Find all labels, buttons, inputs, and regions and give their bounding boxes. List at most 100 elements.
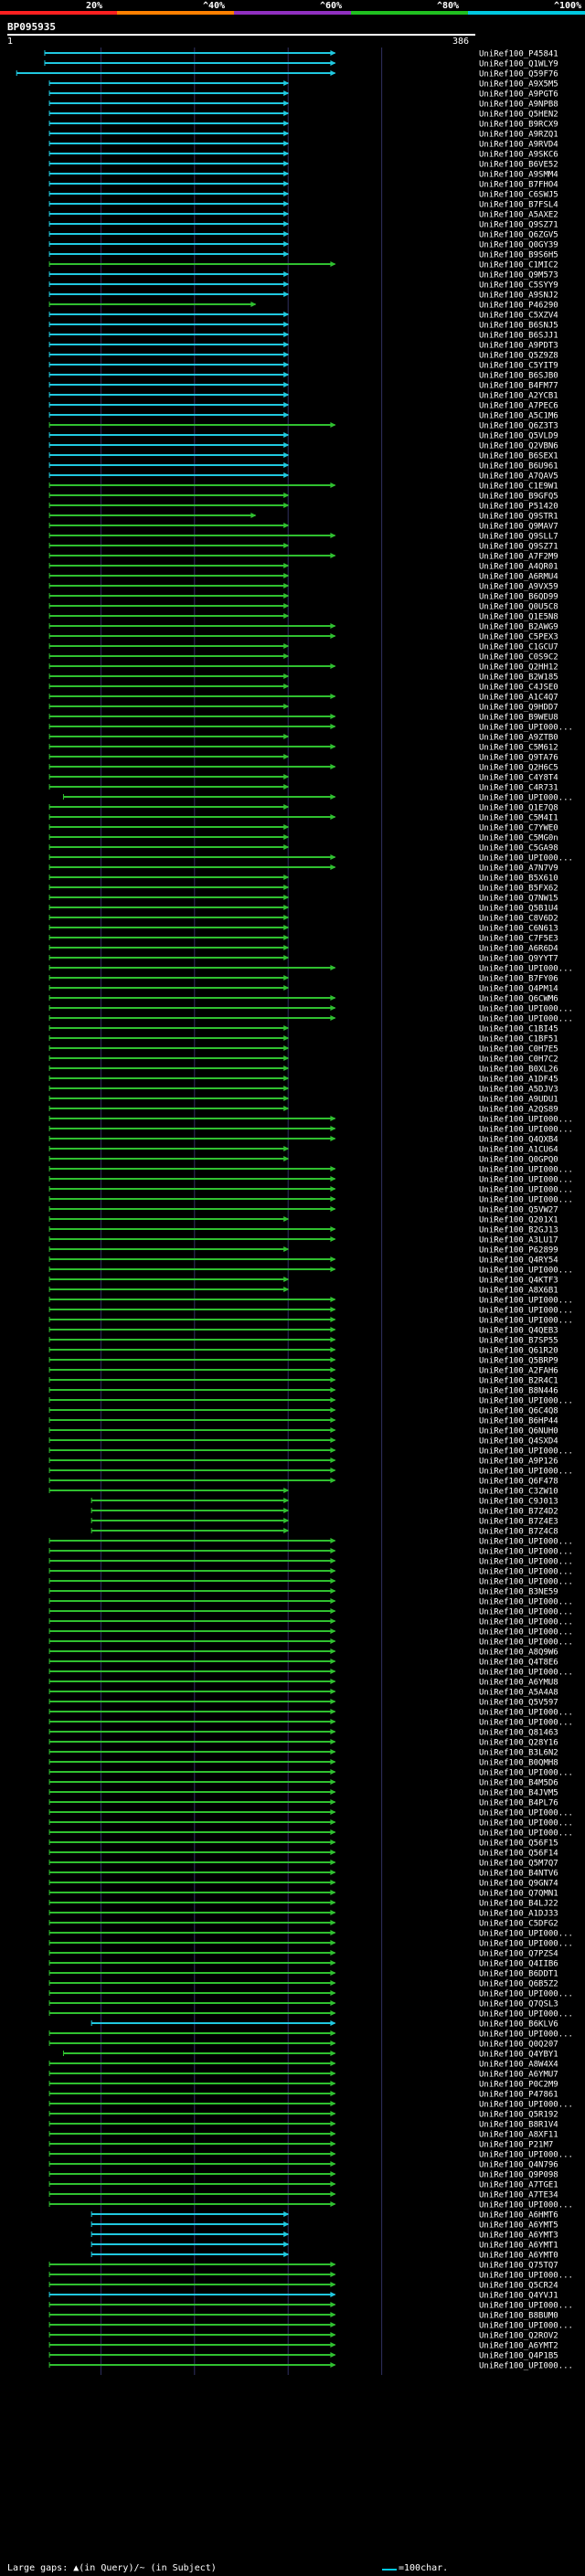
hit-label[interactable]: UniRef100_P62899 [479, 1246, 558, 1256]
hit-label[interactable]: UniRef100_B4JVM5 [479, 1789, 558, 1798]
hit-label[interactable]: UniRef100_Q6Z3T3 [479, 422, 558, 431]
hit-label[interactable]: UniRef100_C0H7C2 [479, 1055, 558, 1065]
hit-label[interactable]: UniRef100_B0XL26 [479, 1065, 558, 1075]
hit-label[interactable]: UniRef100_Q4QXB4 [479, 1136, 558, 1145]
hit-label[interactable]: UniRef100_A9PDT3 [479, 342, 558, 351]
hit-label[interactable]: UniRef100_C5GA98 [479, 844, 558, 853]
hit-label[interactable]: UniRef100_C3ZW10 [479, 1488, 558, 1497]
hit-label[interactable]: UniRef100_C7F5E3 [479, 935, 558, 944]
hit-label[interactable]: UniRef100_P21M7 [479, 2141, 553, 2150]
hit-label[interactable]: UniRef100_UPI000... [479, 2010, 573, 2019]
hit-label[interactable]: UniRef100_B2GJ13 [479, 1226, 558, 1235]
hit-label[interactable]: UniRef100_C5YIT9 [479, 362, 558, 371]
hit-label[interactable]: UniRef100_C6SWJ5 [479, 191, 558, 200]
hit-label[interactable]: UniRef100_C4JSE0 [479, 684, 558, 693]
hit-label[interactable]: UniRef100_UPI000... [479, 1598, 573, 1607]
hit-label[interactable]: UniRef100_B7SP55 [479, 1337, 558, 1346]
hit-label[interactable]: UniRef100_Q4N796 [479, 2161, 558, 2170]
hit-label[interactable]: UniRef100_B7FHO4 [479, 181, 558, 190]
hit-label[interactable]: UniRef100_Q0U5C8 [479, 603, 558, 612]
hit-label[interactable]: UniRef100_A9ZTB0 [479, 734, 558, 743]
hit-label[interactable]: UniRef100_Q9SZ71 [479, 221, 558, 230]
hit-label[interactable]: UniRef100_B9S6H5 [479, 251, 558, 260]
hit-label[interactable]: UniRef100_Q59F76 [479, 70, 558, 80]
hit-label[interactable]: UniRef100_A6YMU8 [479, 1679, 558, 1688]
hit-label[interactable]: UniRef100_B2R4C1 [479, 1377, 558, 1386]
hit-label[interactable]: UniRef100_A8W4X4 [479, 2061, 558, 2070]
hit-label[interactable]: UniRef100_Q0GPQ0 [479, 1156, 558, 1165]
hit-label[interactable]: UniRef100_UPI000... [479, 1186, 573, 1195]
hit-label[interactable]: UniRef100_UPI000... [479, 1166, 573, 1175]
hit-label[interactable]: UniRef100_A9SKC6 [479, 151, 558, 160]
hit-label[interactable]: UniRef100_C1BI45 [479, 1025, 558, 1034]
hit-label[interactable]: UniRef100_Q9STR1 [479, 513, 558, 522]
hit-label[interactable]: UniRef100_A6R6D4 [479, 945, 558, 954]
hit-label[interactable]: UniRef100_A9VX59 [479, 583, 558, 592]
hit-label[interactable]: UniRef100_UPI000... [479, 1628, 573, 1638]
hit-label[interactable]: UniRef100_UPI000... [479, 1447, 573, 1457]
hit-label[interactable]: UniRef100_UPI000... [479, 1990, 573, 1999]
hit-label[interactable]: UniRef100_B9RCX9 [479, 121, 558, 130]
hit-label[interactable]: UniRef100_C4R731 [479, 784, 558, 793]
hit-label[interactable]: UniRef100_A4QR01 [479, 563, 558, 572]
hit-label[interactable]: UniRef100_UPI000... [479, 1015, 573, 1024]
hit-label[interactable]: UniRef100_Q4YBY1 [479, 2051, 558, 2060]
hit-label[interactable]: UniRef100_Q5VW27 [479, 1206, 558, 1215]
hit-label[interactable]: UniRef100_B4LJ22 [479, 1900, 558, 1909]
hit-label[interactable]: UniRef100_B7Z4E3 [479, 1518, 558, 1527]
hit-label[interactable]: UniRef100_Q28Y16 [479, 1739, 558, 1748]
hit-label[interactable]: UniRef100_B6KLV6 [479, 2020, 558, 2030]
hit-label[interactable]: UniRef100_B5FX62 [479, 885, 558, 894]
hit-label[interactable]: UniRef100_A5A4A8 [479, 1689, 558, 1698]
hit-label[interactable]: UniRef100_UPI000... [479, 1267, 573, 1276]
hit-label[interactable]: UniRef100_A1CU64 [479, 1146, 558, 1155]
hit-label[interactable]: UniRef100_B8BUM0 [479, 2312, 558, 2321]
hit-label[interactable]: UniRef100_B3NE59 [479, 1588, 558, 1597]
hit-label[interactable]: UniRef100_A9X5M5 [479, 80, 558, 90]
hit-label[interactable]: UniRef100_B0QMH8 [479, 1759, 558, 1768]
hit-label[interactable]: UniRef100_Q9GN74 [479, 1880, 558, 1889]
hit-label[interactable]: UniRef100_UPI000... [479, 2322, 573, 2331]
hit-label[interactable]: UniRef100_C1BF51 [479, 1035, 558, 1044]
hit-label[interactable]: UniRef100_B6U961 [479, 462, 558, 472]
hit-label[interactable]: UniRef100_A6YMT5 [479, 2221, 558, 2231]
hit-label[interactable]: UniRef100_Q5BRP9 [479, 1357, 558, 1366]
hit-label[interactable]: UniRef100_B6SNJ5 [479, 322, 558, 331]
hit-label[interactable]: UniRef100_C5MG0n [479, 834, 558, 843]
hit-label[interactable]: UniRef100_UPI000... [479, 1548, 573, 1557]
hit-label[interactable]: UniRef100_UPI000... [479, 1196, 573, 1205]
hit-label[interactable]: UniRef100_C5M4I1 [479, 814, 558, 823]
hit-label[interactable]: UniRef100_B7FY06 [479, 975, 558, 984]
hit-label[interactable]: UniRef100_A1DF45 [479, 1076, 558, 1085]
hit-label[interactable]: UniRef100_C5SYY9 [479, 281, 558, 291]
hit-label[interactable]: UniRef100_B6VE52 [479, 161, 558, 170]
hit-label[interactable]: UniRef100_Q56F15 [479, 1839, 558, 1849]
hit-label[interactable]: UniRef100_Q5CR24 [479, 2282, 558, 2291]
hit-label[interactable]: UniRef100_UPI000... [479, 2201, 573, 2210]
hit-label[interactable]: UniRef100_B6SEX1 [479, 452, 558, 461]
hit-label[interactable]: UniRef100_Q6B5Z2 [479, 1980, 558, 1989]
hit-label[interactable]: UniRef100_UPI000... [479, 1809, 573, 1818]
hit-label[interactable]: UniRef100_A7TE34 [479, 2191, 558, 2200]
hit-label[interactable]: UniRef100_UPI000... [479, 1709, 573, 1718]
hit-label[interactable]: UniRef100_A7QAV5 [479, 472, 558, 482]
hit-label[interactable]: UniRef100_A1DJ33 [479, 1910, 558, 1919]
hit-label[interactable]: UniRef100_Q6CWM6 [479, 995, 558, 1004]
hit-label[interactable]: UniRef100_Q5R192 [479, 2111, 558, 2120]
hit-label[interactable]: UniRef100_UPI000... [479, 2101, 573, 2110]
hit-label[interactable]: UniRef100_UPI000... [479, 1618, 573, 1627]
hit-label[interactable]: UniRef100_A6RMU4 [479, 573, 558, 582]
hit-label[interactable]: UniRef100_UPI000... [479, 2151, 573, 2160]
hit-label[interactable]: UniRef100_UPI000... [479, 1940, 573, 1949]
hit-label[interactable]: UniRef100_UPI000... [479, 1397, 573, 1406]
hit-label[interactable]: UniRef100_C5XZV4 [479, 312, 558, 321]
hit-label[interactable]: UniRef100_C5PEX3 [479, 633, 558, 642]
hit-label[interactable]: UniRef100_A7PEC6 [479, 402, 558, 411]
hit-label[interactable]: UniRef100_Q5M7Q7 [479, 1860, 558, 1869]
hit-label[interactable]: UniRef100_Q5B1U4 [479, 905, 558, 914]
hit-label[interactable]: UniRef100_UPI000... [479, 1116, 573, 1125]
hit-label[interactable]: UniRef100_Q5HEN2 [479, 111, 558, 120]
hit-label[interactable]: UniRef100_Q75TQ7 [479, 2262, 558, 2271]
hit-label[interactable]: UniRef100_Q5VLD9 [479, 432, 558, 441]
hit-label[interactable]: UniRef100_B9WEU8 [479, 714, 558, 723]
